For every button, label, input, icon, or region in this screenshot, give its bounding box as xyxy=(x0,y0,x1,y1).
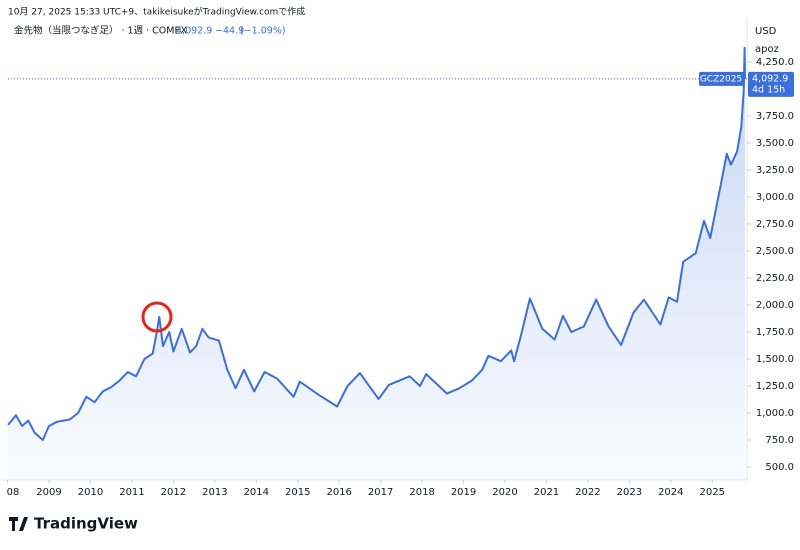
x-tick-label: 2015 xyxy=(285,487,310,498)
x-tick-label: 2016 xyxy=(326,487,351,498)
y-tick-label: 2,000.0 xyxy=(756,300,794,311)
x-tick-label: 2014 xyxy=(244,487,269,498)
x-tick-label: 2024 xyxy=(658,487,683,498)
area-fill xyxy=(8,47,745,481)
brand: TradingView xyxy=(34,515,138,533)
y-tick-label: 2,250.0 xyxy=(756,273,794,284)
x-tick-label: 2009 xyxy=(36,487,61,498)
countdown-label: 4d 15h xyxy=(752,84,785,95)
price-badge xyxy=(748,71,794,97)
x-tick-label: 2018 xyxy=(409,487,434,498)
x-tick-label: 2012 xyxy=(161,487,186,498)
logo-mark xyxy=(9,517,28,531)
logo: TradingView xyxy=(9,515,138,533)
x-tick-label: 2019 xyxy=(451,487,476,498)
x-tick-label: 08 xyxy=(7,487,20,498)
y-tick-label: 3,000.0 xyxy=(756,192,794,203)
price-line xyxy=(7,46,746,441)
x-tick-label: 2020 xyxy=(492,487,517,498)
x-tick-label: 2010 xyxy=(78,487,103,498)
y-tick-label: 1,250.0 xyxy=(756,381,794,392)
y-tick-label: 1,500.0 xyxy=(756,354,794,365)
y-tick-label: 3,750.0 xyxy=(756,111,794,122)
ticker-badge xyxy=(699,71,744,86)
y-tick-label: 500.0 xyxy=(765,462,794,473)
x-tick-label: 2022 xyxy=(575,487,600,498)
symbol-title: 金先物（当限つなぎ足） · 1週 · COMEX xyxy=(14,25,187,37)
x-tick-label: 2023 xyxy=(617,487,642,498)
price-badge-label: 4,092.9 xyxy=(752,73,788,84)
x-tick-label: 2013 xyxy=(202,487,227,498)
y-tick-label: 2,500.0 xyxy=(756,246,794,257)
created-note: 10月 27, 2025 15:33 UTC+9、takikeisukeがTra… xyxy=(8,6,305,18)
currency: USD xyxy=(755,26,777,37)
scale-mode: apoz xyxy=(755,44,779,55)
y-tick-label: 1,750.0 xyxy=(756,327,794,338)
change-pct: (−1.09%) xyxy=(240,26,286,37)
change: −44.9 xyxy=(215,26,244,37)
y-tick-label: 750.0 xyxy=(765,435,794,446)
y-tick-label: 3,250.0 xyxy=(756,165,794,176)
y-tick-label: 3,500.0 xyxy=(756,138,794,149)
x-tick-label: 2017 xyxy=(368,487,393,498)
y-tick-label: 2,750.0 xyxy=(756,219,794,230)
x-tick-label: 2011 xyxy=(119,487,144,498)
y-tick-label: 1,000.0 xyxy=(756,408,794,419)
highlight-circle xyxy=(141,301,173,333)
y-tick-label: 4,250.0 xyxy=(756,57,794,68)
ticker-label: GCZ2025 xyxy=(700,74,742,84)
x-tick-label: 2021 xyxy=(534,487,559,498)
plot-area xyxy=(7,46,746,481)
last-price: 4,092.9 xyxy=(176,26,212,37)
x-tick-label: 2025 xyxy=(700,487,725,498)
